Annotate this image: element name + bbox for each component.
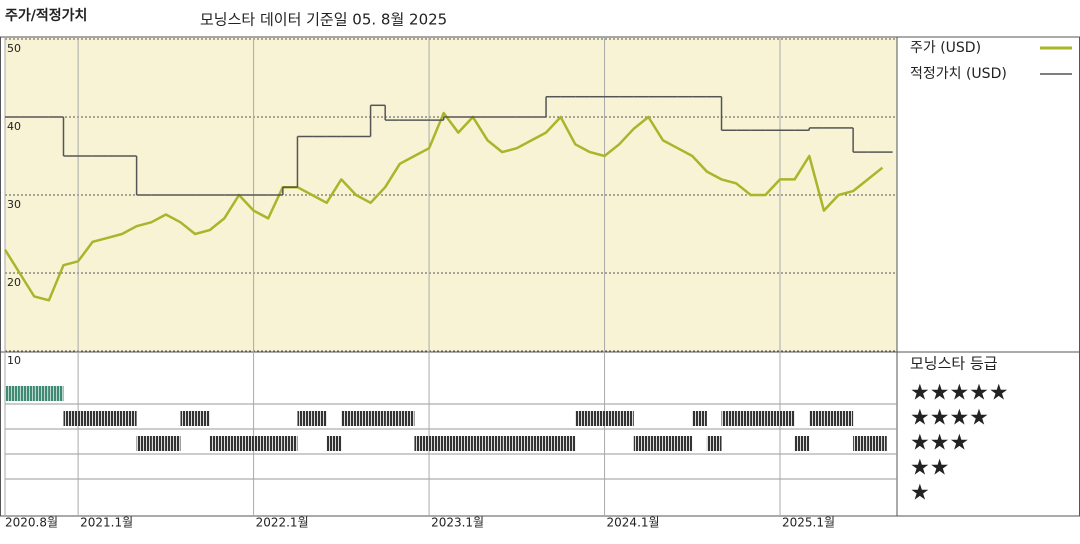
x-tick-label: 2022.1월 [256,516,309,530]
rating-cell [151,436,166,451]
rating-panel [5,352,897,516]
rating-cell [736,411,751,426]
x-tick-label: 2025.1월 [782,516,835,530]
price-line [3,111,884,302]
rating-cell [48,386,64,401]
rating-cell [750,411,766,426]
rating-cell [546,436,561,451]
rating-cell [429,436,444,451]
rating-cell [838,411,854,426]
rating-cell [721,411,737,426]
rating-cell [589,411,605,426]
x-tick-label: 2021.1월 [80,516,133,530]
rating-cell [253,436,269,451]
x-tick-label: 2023.1월 [431,516,484,530]
rating-cell [326,436,342,451]
rating-level-label: ★★★★ [910,406,989,431]
rating-level-label: ★★ [910,456,949,481]
rating-cell [604,411,620,426]
y-tick-label: 30 [7,198,21,211]
rating-cell [575,411,590,426]
rating-cell [209,436,225,451]
rating-cell [794,436,810,451]
marks [3,95,893,451]
rating-cell [765,411,781,426]
rating-cell [385,411,400,426]
rating-cell [399,411,415,426]
rating-cell [502,436,517,451]
legend-label: 주가 (USD) [910,40,981,56]
rating-cell [443,436,459,451]
rating-cell [663,436,678,451]
rating-cell [238,436,254,451]
rating-cell [458,436,473,451]
legend-label: 적정가치 (USD) [910,66,1007,82]
rating-cell [92,411,108,426]
y-tick-label: 50 [7,42,21,55]
rating-cell [136,436,152,451]
y-tick-label: 40 [7,120,21,133]
rating-cell [297,411,313,426]
rating-cell [809,411,824,426]
rating-cell [516,436,532,451]
rating-cell [648,436,664,451]
rating-cell [355,411,371,426]
rating-cell [560,436,576,451]
rating-cell [853,436,868,451]
y-tick-label: 10 [7,354,21,367]
rating-cell [531,436,547,451]
rating-cell [312,411,327,426]
rating-cell [282,436,298,451]
rating-cell [882,436,887,451]
x-tick-label: 2020.8월 [5,516,58,530]
rating-level-label: ★★★ [910,431,969,456]
chart-title: 주가/적정가치 [5,7,87,24]
rating-cell [341,411,356,426]
rating-cell [677,436,693,451]
rating-cell [692,411,707,426]
rating-cell [867,436,883,451]
rating-cell [706,436,722,451]
rating-cell [414,436,430,451]
rating-cell [5,386,20,401]
rating-cell [224,436,239,451]
y-tick-label: 20 [7,276,21,289]
rating-title: 모닝스타 등급 [910,355,998,373]
rating-level-label: ★ [910,481,930,506]
rating-cell [180,411,196,426]
x-tick-label: 2024.1월 [607,516,660,530]
rating-cell [268,436,283,451]
rating-cell [121,411,137,426]
rating-cell [34,386,49,401]
rating-cell [472,436,488,451]
rating-cell [107,411,122,426]
rating-cell [780,411,795,426]
rating-cell [370,411,386,426]
rating-cell [619,411,634,426]
rating-level-label: ★★★★★ [910,381,1009,406]
chart-subtitle: 모닝스타 데이터 기준일 05. 8월 2025 [200,11,447,29]
rating-cell [823,411,839,426]
rating-cell [487,436,503,451]
rating-cell [165,436,181,451]
rating-cell [195,411,210,426]
rating-cell [63,411,79,426]
rating-cell [19,386,35,401]
rating-cell [78,411,93,426]
rating-cell [633,436,649,451]
